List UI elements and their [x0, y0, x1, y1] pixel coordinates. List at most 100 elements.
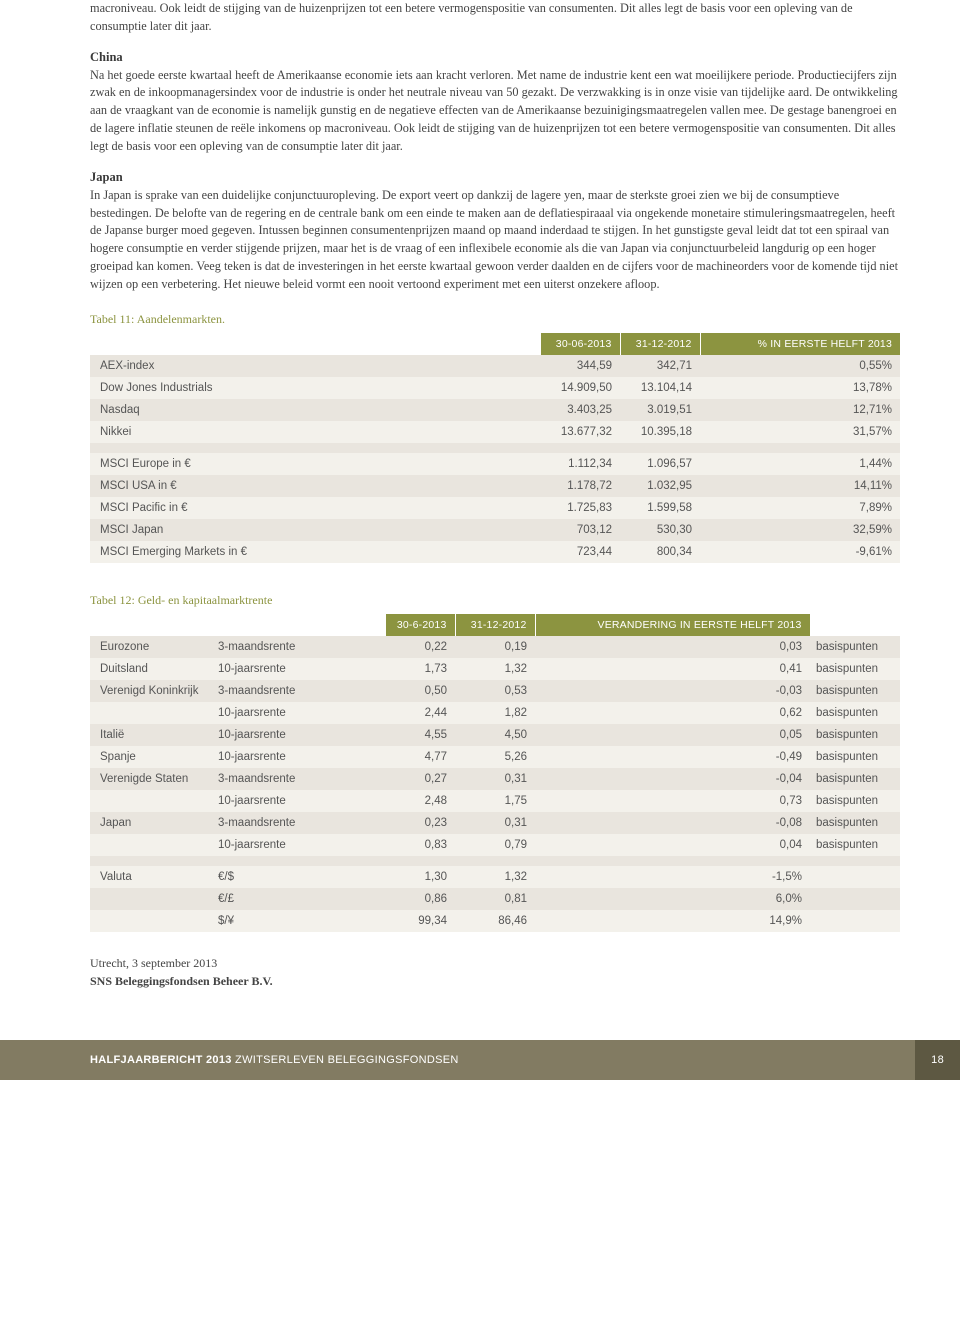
table-cell: MSCI USA in €: [90, 475, 540, 497]
table-cell: -1,5%: [535, 866, 810, 888]
section-china: China Na het goede eerste kwartaal heeft…: [90, 50, 900, 156]
table-cell: 3-maandsrente: [210, 812, 385, 834]
table-cell: MSCI Japan: [90, 519, 540, 541]
signature-entity: SNS Beleggingsfondsen Beheer B.V.: [90, 974, 273, 988]
table-header-cell: % IN EERSTE HELFT 2013: [700, 333, 900, 355]
table-cell: Duitsland: [90, 658, 210, 680]
table-header-cell: [810, 614, 900, 636]
table-cell: [810, 866, 900, 888]
signature-block: Utrecht, 3 september 2013 SNS Beleggings…: [90, 954, 900, 990]
table-cell: 530,30: [620, 519, 700, 541]
table-row: MSCI Emerging Markets in €723,44800,34-9…: [90, 541, 900, 563]
table-header-cell: 31-12-2012: [620, 333, 700, 355]
table-row: 10-jaarsrente2,481,750,73basispunten: [90, 790, 900, 812]
table-cell: 14,9%: [535, 910, 810, 932]
table-cell: 0,22: [385, 636, 455, 658]
section-heading: Japan: [90, 170, 900, 185]
table-header-cell: [90, 333, 540, 355]
table-cell: 1,44%: [700, 453, 900, 475]
table-cell: 1.725,83: [540, 497, 620, 519]
table-cell: 0,73: [535, 790, 810, 812]
table-cell: 0,31: [455, 768, 535, 790]
table-cell: [90, 856, 210, 866]
table-cell: 13.677,32: [540, 421, 620, 443]
table-cell: 1,75: [455, 790, 535, 812]
table-cell: Nasdaq: [90, 399, 540, 421]
table-row: Valuta€/$1,301,32-1,5%: [90, 866, 900, 888]
table-cell: 0,27: [385, 768, 455, 790]
table-cell: 2,44: [385, 702, 455, 724]
table-cell: 4,77: [385, 746, 455, 768]
table-row: $/¥99,3486,4614,9%: [90, 910, 900, 932]
table-cell: 0,23: [385, 812, 455, 834]
table-cell: 0,19: [455, 636, 535, 658]
table-cell: 1,32: [455, 866, 535, 888]
table-row: [90, 856, 900, 866]
table-cell: 99,34: [385, 910, 455, 932]
table-cell: 10-jaarsrente: [210, 658, 385, 680]
table-cell: €/£: [210, 888, 385, 910]
table-cell: Verenigd Koninkrijk: [90, 680, 210, 702]
page-footer: HALFJAARBERICHT 2013 ZWITSERLEVEN BELEGG…: [0, 1040, 960, 1080]
table-row: 10-jaarsrente2,441,820,62basispunten: [90, 702, 900, 724]
table-cell: MSCI Emerging Markets in €: [90, 541, 540, 563]
table-cell: Italië: [90, 724, 210, 746]
table-cell: basispunten: [810, 746, 900, 768]
table-cell: [700, 443, 900, 453]
table-cell: Spanje: [90, 746, 210, 768]
table-cell: 1.112,34: [540, 453, 620, 475]
table-cell: 1,30: [385, 866, 455, 888]
table-cell: 0,55%: [700, 355, 900, 377]
table-header-cell: 30-6-2013: [385, 614, 455, 636]
table-cell: Japan: [90, 812, 210, 834]
table-cell: 344,59: [540, 355, 620, 377]
table-cell: 1,73: [385, 658, 455, 680]
table-cell: 0,04: [535, 834, 810, 856]
table-cell: 0,41: [535, 658, 810, 680]
table-row: MSCI Pacific in €1.725,831.599,587,89%: [90, 497, 900, 519]
table-cell: [90, 834, 210, 856]
page-content: macroniveau. Ook leidt de stijging van d…: [0, 0, 960, 990]
table-row: [90, 443, 900, 453]
section-japan: Japan In Japan is sprake van een duideli…: [90, 170, 900, 294]
table-cell: 1,32: [455, 658, 535, 680]
table-cell: 800,34: [620, 541, 700, 563]
table-row: MSCI Europe in €1.112,341.096,571,44%: [90, 453, 900, 475]
table-row: Japan3-maandsrente0,230,31-0,08basispunt…: [90, 812, 900, 834]
table-cell: [90, 888, 210, 910]
table-cell: 14,11%: [700, 475, 900, 497]
table-cell: 31,57%: [700, 421, 900, 443]
table-cell: [90, 702, 210, 724]
table-cell: 2,48: [385, 790, 455, 812]
table-cell: 1.599,58: [620, 497, 700, 519]
table-12: 30-6-201331-12-2012VERANDERING IN EERSTE…: [90, 614, 900, 932]
table-row: Verenigd Koninkrijk3-maandsrente0,500,53…: [90, 680, 900, 702]
table-cell: 0,83: [385, 834, 455, 856]
table-header-cell: 31-12-2012: [455, 614, 535, 636]
table-cell: 7,89%: [700, 497, 900, 519]
table-11-caption: Tabel 11: Aandelenmarkten.: [90, 312, 900, 327]
table-cell: 10-jaarsrente: [210, 724, 385, 746]
table-header-cell: VERANDERING IN EERSTE HELFT 2013: [535, 614, 810, 636]
table-cell: 0,50: [385, 680, 455, 702]
table-cell: 0,81: [455, 888, 535, 910]
table-cell: 1.178,72: [540, 475, 620, 497]
section-heading: China: [90, 50, 900, 65]
table-cell: 342,71: [620, 355, 700, 377]
table-cell: 1.096,57: [620, 453, 700, 475]
signature-place-date: Utrecht, 3 september 2013: [90, 956, 217, 970]
table-cell: [385, 856, 455, 866]
table-cell: [810, 888, 900, 910]
page-number: 18: [915, 1040, 960, 1080]
table-cell: 3-maandsrente: [210, 636, 385, 658]
table-cell: basispunten: [810, 636, 900, 658]
table-cell: basispunten: [810, 790, 900, 812]
footer-title-bold: HALFJAARBERICHT 2013: [90, 1054, 232, 1066]
table-row: MSCI USA in €1.178,721.032,9514,11%: [90, 475, 900, 497]
table-cell: 6,0%: [535, 888, 810, 910]
table-cell: 3-maandsrente: [210, 768, 385, 790]
table-cell: 0,62: [535, 702, 810, 724]
table-cell: 4,55: [385, 724, 455, 746]
footer-text: HALFJAARBERICHT 2013 ZWITSERLEVEN BELEGG…: [90, 1054, 459, 1066]
table-row: 10-jaarsrente0,830,790,04basispunten: [90, 834, 900, 856]
